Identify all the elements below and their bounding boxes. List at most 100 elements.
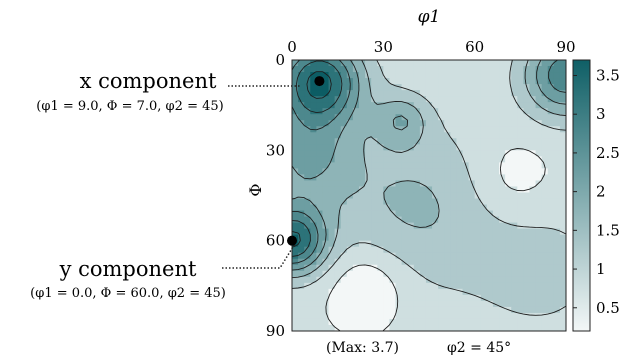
heatmap-cell: [407, 90, 415, 97]
heatmap-cell: [505, 162, 512, 169]
heatmap-cell: [377, 198, 384, 206]
heatmap-cell: [480, 96, 488, 103]
heatmap-cell: [486, 96, 494, 103]
heatmap-cell: [346, 174, 354, 182]
heatmap-cell: [304, 240, 311, 248]
heatmap-cell: [425, 168, 433, 176]
heatmap-cell: [474, 300, 482, 308]
heatmap-cell: [553, 228, 561, 236]
heatmap-cell: [553, 84, 561, 91]
heatmap-cell: [462, 78, 470, 85]
heatmap-cell: [517, 90, 524, 97]
heatmap-cell: [395, 264, 403, 272]
heatmap-cell: [316, 66, 324, 73]
heatmap-cell: [419, 234, 427, 242]
heatmap-cell: [499, 312, 506, 320]
heatmap-cell: [334, 60, 342, 67]
heatmap-cell: [541, 66, 549, 73]
heatmap-cell: [389, 234, 397, 242]
heatmap-cell: [419, 162, 427, 169]
heatmap-cell: [480, 108, 488, 115]
heatmap-cell: [456, 198, 464, 206]
x-tick-label: 0: [287, 38, 297, 56]
heatmap-cell: [371, 312, 378, 320]
heatmap-cell: [389, 114, 397, 121]
heatmap-cell: [316, 132, 324, 139]
heatmap-cell: [316, 318, 324, 326]
heatmap-cell: [334, 132, 342, 139]
heatmap-cell: [377, 180, 384, 188]
heatmap-cell: [340, 180, 348, 188]
heatmap-cell: [328, 216, 336, 224]
heatmap-cell: [407, 114, 415, 121]
heatmap-cell: [383, 306, 391, 314]
heatmap-cell: [340, 306, 348, 314]
heatmap-cell: [425, 204, 433, 212]
heatmap-cell: [340, 162, 348, 169]
heatmap-cell: [450, 288, 457, 296]
heatmap-cell: [559, 210, 566, 218]
heatmap-cell: [401, 204, 409, 212]
heatmap-cell: [425, 144, 433, 151]
heatmap-cell: [553, 282, 561, 290]
heatmap-cell: [432, 282, 439, 290]
heatmap-cell: [316, 282, 324, 290]
heatmap-cell: [383, 228, 391, 236]
heatmap-cell: [450, 156, 457, 163]
heatmap-cell: [468, 120, 476, 127]
heatmap-cell: [334, 288, 342, 296]
heatmap-cell: [486, 312, 494, 320]
heatmap-cell: [438, 318, 445, 326]
heatmap-cell: [358, 276, 366, 284]
heatmap-cell: [310, 84, 317, 91]
heatmap-cell: [352, 294, 360, 302]
heatmap-cell: [304, 72, 311, 79]
heatmap-cell: [358, 126, 366, 133]
heatmap-cell: [547, 222, 555, 230]
heatmap-cell: [413, 234, 421, 242]
heatmap-cell: [499, 78, 506, 85]
heatmap-cell: [346, 282, 354, 290]
heatmap-cell: [425, 72, 433, 79]
heatmap-cell: [383, 168, 391, 176]
heatmap-cell: [407, 216, 415, 224]
heatmap-cell: [523, 150, 531, 157]
heatmap-cell: [346, 126, 354, 133]
heatmap-cell: [340, 240, 348, 248]
contour-line: [292, 60, 566, 271]
heatmap-cell: [480, 156, 488, 163]
heatmap-cell: [474, 180, 482, 188]
heatmap-cell: [444, 60, 451, 67]
heatmap-cell: [462, 126, 470, 133]
heatmap-cell: [340, 192, 348, 200]
heatmap-cell: [468, 66, 476, 73]
heatmap-cell: [322, 192, 330, 200]
heatmap-cell: [444, 180, 451, 188]
heatmap-cell: [365, 84, 372, 91]
heatmap-cell: [395, 306, 403, 314]
heatmap-cell: [298, 114, 305, 121]
heatmap-cell: [462, 312, 470, 320]
heatmap-cell: [517, 126, 524, 133]
heatmap-cell: [334, 162, 342, 169]
heatmap-cell: [377, 324, 384, 331]
heatmap-cell: [322, 144, 330, 151]
heatmap-cell: [377, 210, 384, 218]
heatmap-cell: [419, 180, 427, 188]
x-component-label: x component: [80, 69, 217, 93]
heatmap-cell: [535, 126, 543, 133]
heatmap-cell: [432, 84, 439, 91]
heatmap-cell: [462, 204, 470, 212]
heatmap-cell: [462, 306, 470, 314]
heatmap-cell: [401, 90, 409, 97]
heatmap-cell: [462, 222, 470, 230]
heatmap-cell: [474, 96, 482, 103]
heatmap-cell: [413, 228, 421, 236]
heatmap-cell: [492, 276, 500, 284]
heatmap-cell: [383, 72, 391, 79]
heatmap-cell: [517, 324, 524, 331]
heatmap-cell: [389, 252, 397, 260]
heatmap-cell: [480, 186, 488, 194]
heatmap-cell: [541, 324, 549, 331]
heatmap-cell: [352, 90, 360, 97]
